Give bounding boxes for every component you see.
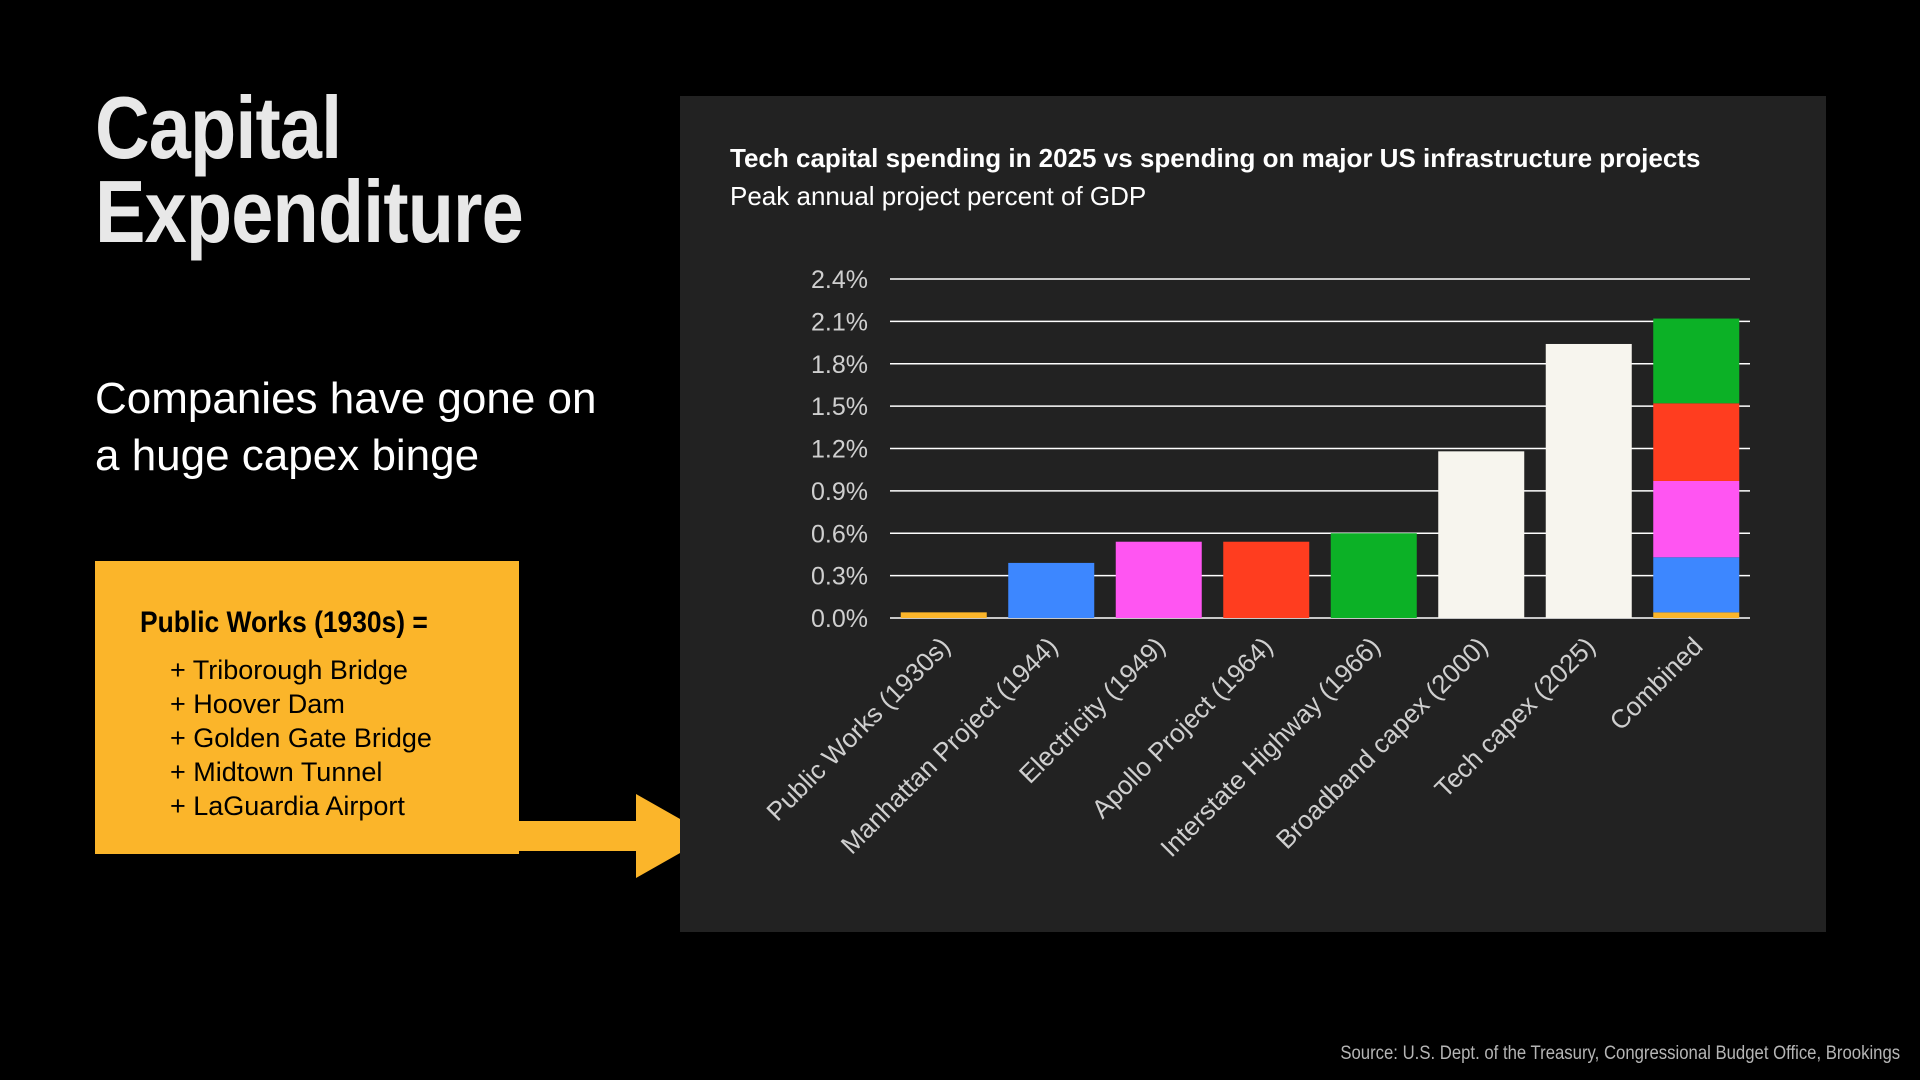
y-tick-label: 2.1%	[811, 308, 868, 336]
chart-panel: Tech capital spending in 2025 vs spendin…	[680, 96, 1826, 932]
y-tick-label: 1.5%	[811, 393, 868, 421]
callout-item: + Triborough Bridge	[170, 655, 408, 685]
x-tick-label: Apollo Project (1964)	[1086, 631, 1279, 824]
y-tick-label: 0.9%	[811, 478, 868, 506]
bar	[1438, 451, 1525, 618]
stacked-bar-segment	[1653, 557, 1740, 613]
bar	[900, 612, 987, 618]
arrow-right-icon	[470, 794, 710, 878]
callout-item: + Midtown Tunnel	[170, 757, 383, 787]
bar	[1330, 533, 1417, 618]
chart-subtitle: Peak annual project percent of GDP	[730, 181, 1147, 211]
bar	[1115, 541, 1202, 618]
callout-list: + Triborough Bridge + Hoover Dam + Golde…	[170, 653, 432, 823]
stacked-bar-segment	[1653, 403, 1740, 481]
y-tick-label: 0.0%	[811, 605, 868, 633]
x-tick-label: Interstate Highway (1966)	[1154, 631, 1386, 863]
y-tick-label: 0.6%	[811, 520, 868, 548]
slide-title: Capital Expenditure	[95, 78, 524, 261]
bar	[1008, 562, 1095, 618]
x-tick-label: Manhattan Project (1944)	[835, 631, 1064, 860]
slide-subtitle: Companies have gone on a huge capex bing…	[95, 374, 597, 480]
stacked-bar-segment	[1653, 480, 1740, 558]
y-tick-label: 1.8%	[811, 351, 868, 379]
source-note: Source: U.S. Dept. of the Treasury, Cong…	[1340, 1043, 1900, 1064]
bar-chart: 0.0% 0.3% 0.6% 0.9% 1.2% 1.5% 1.8% 2.1% 2.4% Publ…	[760, 266, 1750, 863]
stacked-bar-segment	[1653, 612, 1740, 618]
bar	[1545, 343, 1632, 618]
y-tick-label: 2.4%	[811, 266, 868, 294]
chart-title: Tech capital spending in 2025 vs spendin…	[730, 143, 1701, 173]
slide-title-line-1: Capital	[95, 78, 342, 177]
callout-item: + Golden Gate Bridge	[170, 723, 432, 753]
x-tick-label: Broadband capex (2000)	[1270, 631, 1494, 855]
callout-item: + LaGuardia Airport	[170, 791, 405, 821]
callout-heading: Public Works (1930s) =	[140, 606, 428, 639]
y-tick-label: 0.3%	[811, 563, 868, 591]
callout-item: + Hoover Dam	[170, 689, 345, 719]
x-tick-label: Public Works (1930s)	[760, 631, 956, 827]
y-tick-label: 1.2%	[811, 436, 868, 464]
slide-title-line-2: Expenditure	[95, 162, 524, 261]
bar	[1223, 541, 1310, 618]
stacked-bar-segment	[1653, 318, 1740, 404]
public-works-callout: Public Works (1930s) = + Triborough Brid…	[95, 561, 519, 854]
x-tick-label: Combined	[1603, 631, 1708, 736]
